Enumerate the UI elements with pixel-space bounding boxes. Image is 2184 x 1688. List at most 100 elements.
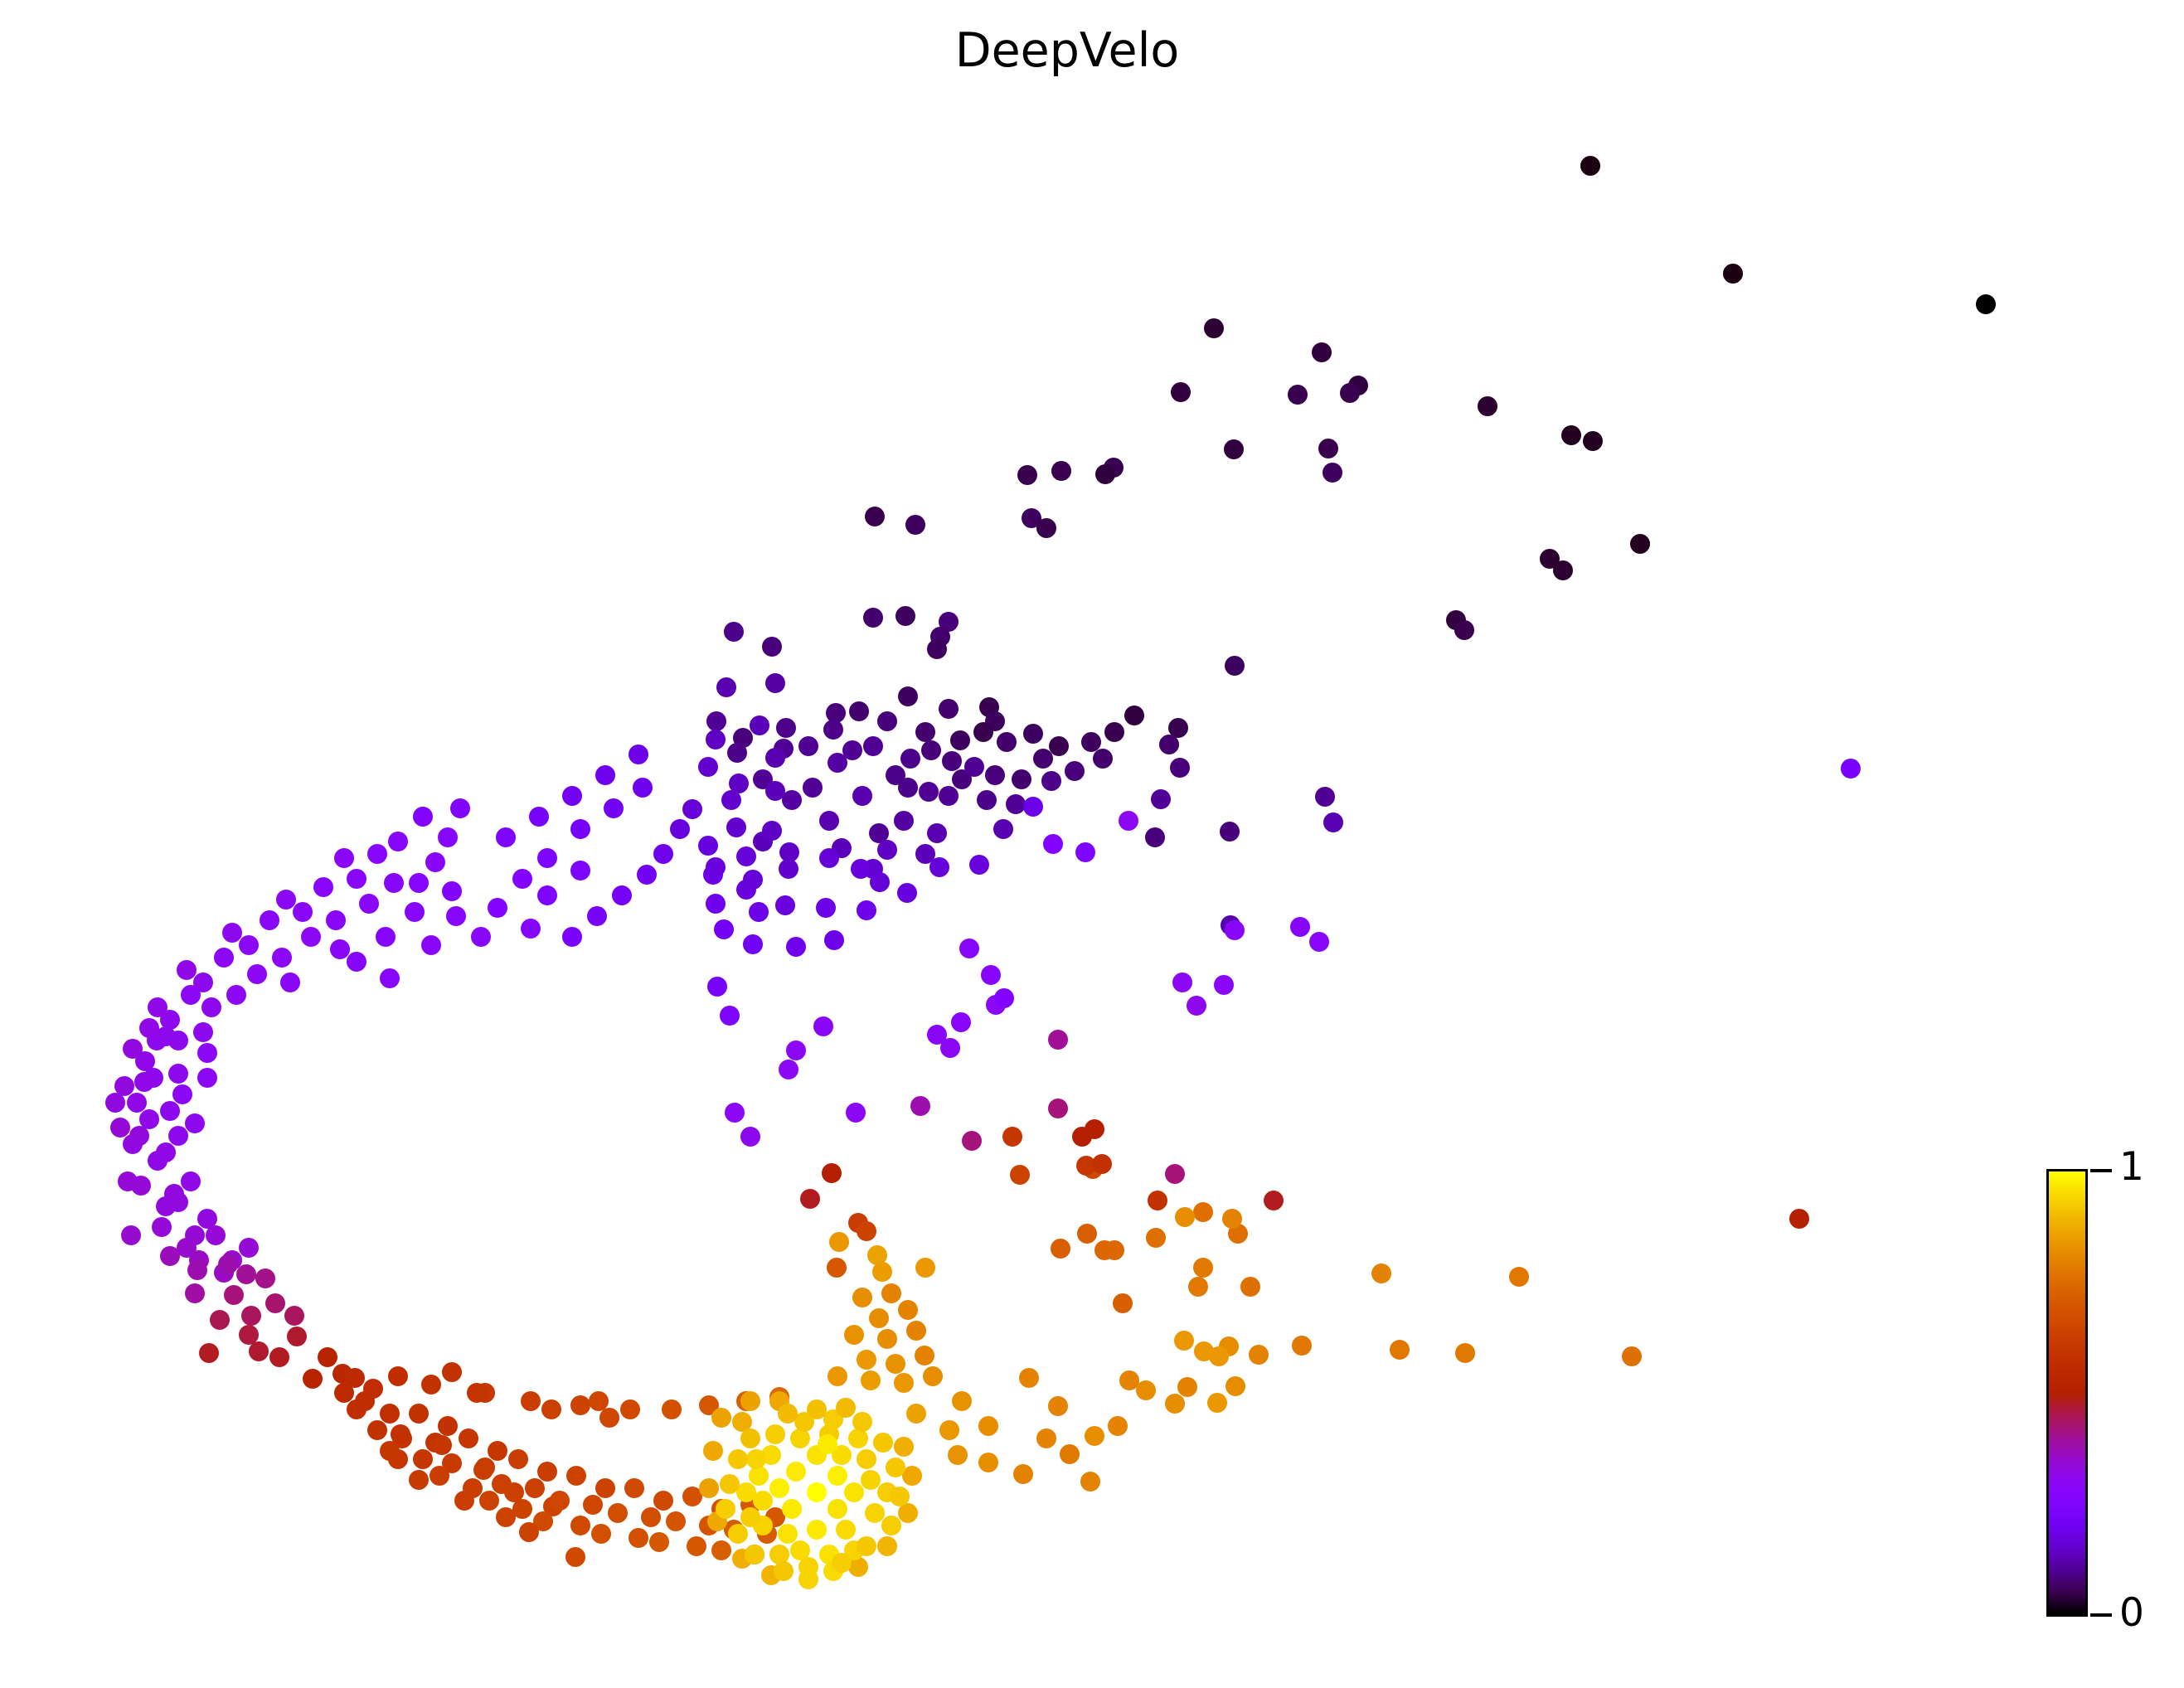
scatter-point xyxy=(662,1399,682,1419)
scatter-point xyxy=(865,507,885,526)
scatter-point xyxy=(869,823,889,843)
scatter-point xyxy=(714,919,734,939)
scatter-point xyxy=(1312,342,1332,362)
scatter-point xyxy=(962,1131,982,1151)
scatter-point xyxy=(807,1399,827,1419)
scatter-point xyxy=(1288,385,1308,405)
scatter-point xyxy=(272,948,292,968)
scatter-point xyxy=(906,1404,926,1424)
scatter-point xyxy=(367,1420,387,1440)
scatter-point xyxy=(1092,1154,1112,1174)
scatter-point xyxy=(1048,1099,1068,1118)
scatter-point xyxy=(152,1217,172,1237)
scatter-point xyxy=(1010,1165,1030,1185)
scatter-point xyxy=(790,1428,810,1448)
scatter-point xyxy=(629,1528,648,1548)
scatter-point xyxy=(807,1482,827,1502)
scatter-point xyxy=(1076,1156,1096,1176)
scatter-point xyxy=(978,1453,998,1472)
scatter-point xyxy=(942,751,962,771)
scatter-point xyxy=(1207,1393,1227,1413)
scatter-point xyxy=(562,786,582,806)
scatter-point xyxy=(959,939,979,958)
scatter-point xyxy=(842,740,862,760)
scatter-point xyxy=(380,968,400,988)
scatter-point xyxy=(442,881,462,901)
scatter-point xyxy=(803,778,823,798)
scatter-point xyxy=(898,686,918,706)
scatter-point xyxy=(239,935,259,955)
scatter-point xyxy=(832,1553,852,1573)
scatter-point xyxy=(978,1416,998,1436)
scatter-point xyxy=(985,765,1005,785)
scatter-point xyxy=(367,844,387,864)
scatter-point xyxy=(388,1449,408,1469)
scatter-point xyxy=(1170,758,1190,778)
scatter-point xyxy=(197,1043,217,1063)
scatter-point xyxy=(716,1499,735,1519)
scatter-point xyxy=(303,1369,323,1389)
scatter-point xyxy=(467,1383,487,1403)
scatter-point xyxy=(1224,439,1244,459)
scatter-point xyxy=(1193,1258,1213,1278)
scatter-point xyxy=(902,1466,922,1486)
scatter-point xyxy=(776,718,796,738)
scatter-point xyxy=(508,1449,528,1469)
scatter-point xyxy=(778,1404,798,1424)
scatter-point xyxy=(1323,463,1342,483)
scatter-point xyxy=(612,885,632,905)
scatter-point xyxy=(334,848,354,868)
scatter-point xyxy=(123,1039,143,1059)
scatter-point xyxy=(698,836,718,856)
scatter-point xyxy=(716,677,736,697)
scatter-point xyxy=(728,1524,748,1544)
scatter-point xyxy=(604,798,624,818)
scatter-point xyxy=(168,1192,188,1212)
scatter-point xyxy=(139,1018,159,1038)
scatter-point xyxy=(541,1399,561,1419)
scatter-point xyxy=(927,639,947,659)
colorbar-tick-min xyxy=(2090,1613,2112,1617)
scatter-point xyxy=(725,1103,745,1123)
scatter-point xyxy=(537,1462,557,1482)
scatter-point xyxy=(1119,1370,1139,1390)
scatter-point xyxy=(939,699,959,719)
scatter-point xyxy=(822,1163,842,1183)
scatter-point xyxy=(910,1096,930,1116)
scatter-point xyxy=(218,1254,238,1274)
scatter-point xyxy=(442,1362,462,1382)
scatter-point xyxy=(779,1060,798,1079)
scatter-point xyxy=(765,781,785,801)
scatter-point xyxy=(287,1327,307,1346)
scatter-point xyxy=(496,1507,516,1527)
scatter-point xyxy=(260,910,279,930)
scatter-point xyxy=(720,1006,740,1026)
scatter-point xyxy=(886,1354,905,1374)
scatter-point xyxy=(1065,761,1085,781)
scatter-point xyxy=(724,622,744,642)
scatter-point xyxy=(193,1022,213,1042)
scatter-point xyxy=(827,1366,847,1386)
scatter-point xyxy=(236,1264,256,1284)
scatter-point xyxy=(129,1126,149,1146)
scatter-point xyxy=(1019,1368,1039,1388)
scatter-point xyxy=(898,778,918,798)
scatter-point xyxy=(778,1524,798,1544)
plot-title: DeepVelo xyxy=(954,23,1180,78)
scatter-point xyxy=(1187,996,1206,1016)
scatter-point xyxy=(1048,1030,1068,1050)
scatter-point xyxy=(653,844,673,864)
scatter-point xyxy=(740,1507,760,1527)
scatter-point xyxy=(438,827,458,847)
scatter-point xyxy=(148,997,167,1017)
scatter-point xyxy=(168,1126,188,1146)
scatter-point xyxy=(927,1025,947,1045)
scatter-point xyxy=(1093,749,1113,769)
scatter-point xyxy=(900,749,920,769)
scatter-point xyxy=(473,1460,493,1480)
scatter-point xyxy=(1318,439,1338,458)
scatter-point xyxy=(1723,264,1743,284)
scatter-point xyxy=(450,798,470,818)
scatter-point xyxy=(807,1520,827,1540)
